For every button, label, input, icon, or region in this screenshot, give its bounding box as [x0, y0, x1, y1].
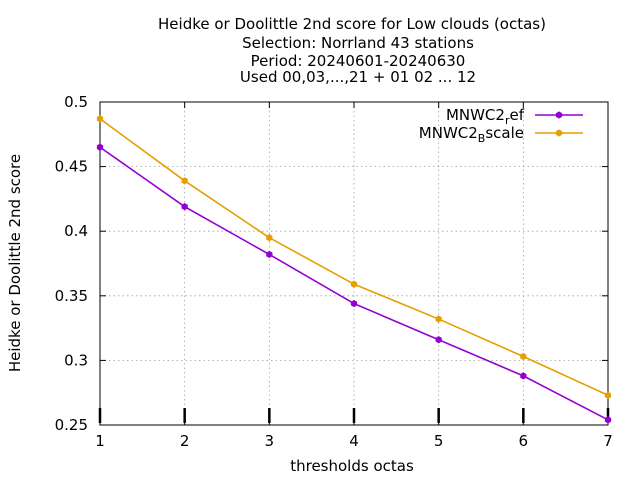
legend-entry: MNWC2ref — [446, 106, 583, 127]
x-tick-markers — [98, 408, 610, 423]
chart-title: Heidke or Doolittle 2nd score for Low cl… — [158, 15, 546, 86]
data-point — [604, 416, 612, 424]
data-point — [435, 336, 442, 344]
title-line-4: Used 00,03,...,21 + 01 02 ... 12 — [240, 68, 476, 86]
series-1 — [96, 143, 612, 424]
data-point — [350, 299, 358, 308]
data-point — [181, 177, 188, 185]
data-point — [266, 250, 273, 259]
grid-lines — [100, 102, 608, 425]
x-axis-label: thresholds octas — [290, 457, 414, 475]
data-point — [96, 143, 104, 151]
y-tick-label: 0.35 — [55, 287, 88, 305]
title-line-2: Selection: Norrland 43 stations — [242, 34, 474, 52]
axes: 1 2 3 4 5 6 7 0.25 0.3 0.35 0.4 0.45 0.5 — [55, 93, 613, 450]
data-point — [555, 111, 563, 119]
x-tick-label: 4 — [349, 432, 359, 450]
data-point — [181, 203, 188, 211]
x-tick-label: 1 — [95, 432, 105, 450]
y-axis-label: Heidke or Doolittle 2nd score — [6, 154, 24, 372]
x-tick-label: 7 — [603, 432, 613, 450]
x-tick-label: 3 — [265, 432, 275, 450]
x-tick-label: 6 — [519, 432, 529, 450]
data-point — [350, 280, 358, 288]
x-tick-label: 5 — [434, 432, 444, 450]
data-point — [96, 115, 104, 123]
data-point — [520, 352, 527, 361]
title-line-3: Period: 20240601-20240630 — [251, 52, 466, 70]
series-2 — [96, 115, 612, 399]
data-point — [520, 372, 527, 380]
data-point — [435, 315, 442, 323]
y-tick-label: 0.3 — [64, 351, 88, 369]
series-line — [99, 118, 609, 397]
y-tick-label: 0.4 — [64, 222, 88, 240]
data-point — [266, 234, 273, 242]
y-tick-label: 0.45 — [55, 158, 88, 176]
series-layer — [96, 115, 612, 424]
y-tick-label: 0.5 — [64, 93, 88, 111]
legend-label: MNWC2ref — [446, 106, 525, 127]
data-point — [604, 391, 612, 399]
legend-entry: MNWC2Bscale — [419, 124, 583, 145]
y-tick-label: 0.25 — [55, 416, 88, 434]
legend-label: MNWC2Bscale — [419, 124, 524, 145]
data-point — [555, 129, 563, 137]
x-tick-label: 2 — [180, 432, 190, 450]
title-line-1: Heidke or Doolittle 2nd score for Low cl… — [158, 15, 546, 33]
